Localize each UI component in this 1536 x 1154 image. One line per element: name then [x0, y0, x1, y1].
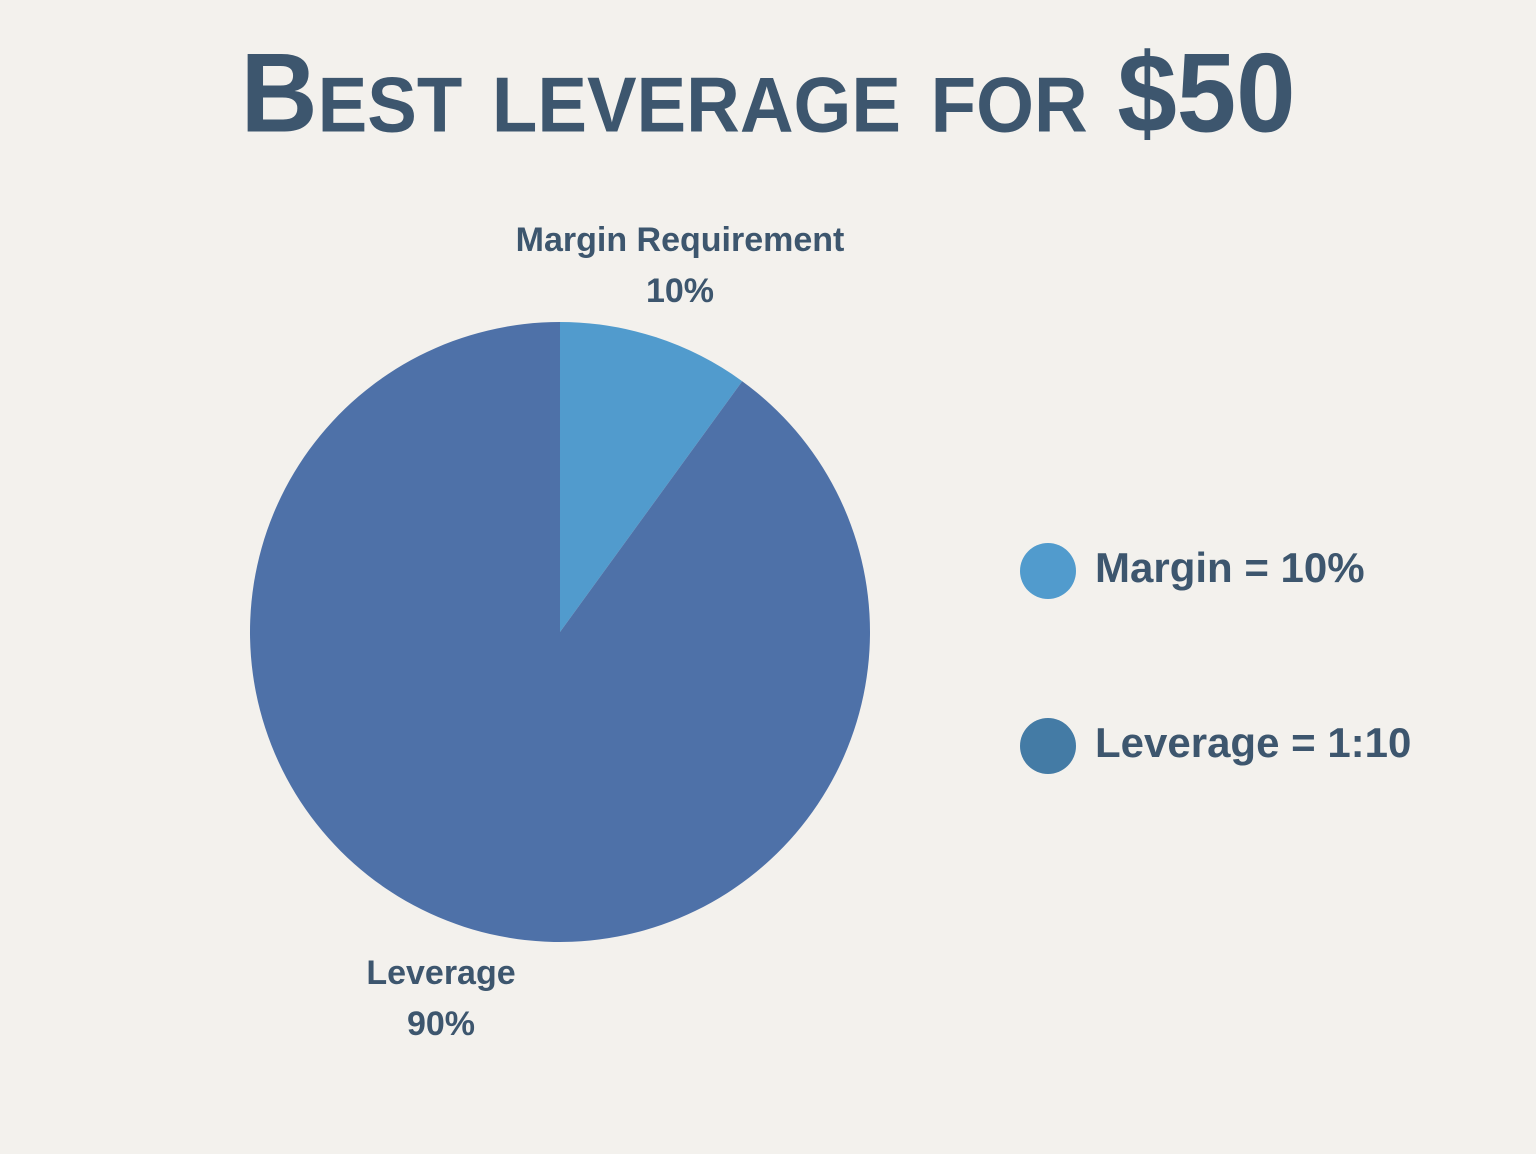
slice-label: Margin Requirement: [516, 221, 845, 259]
legend-label: Leverage = 1:10: [1095, 719, 1411, 766]
pie-slice: [560, 322, 743, 632]
slice-value-label: 90%: [407, 1005, 475, 1043]
pie-slice: [249, 322, 871, 942]
legend-label: Margin = 10%: [1095, 544, 1365, 591]
slice-label: Leverage: [366, 954, 515, 992]
legend-marker: [1020, 718, 1076, 774]
chart-title: Best leverage for $50: [241, 31, 1296, 156]
slice-value-label: 10%: [646, 272, 714, 310]
legend-marker: [1020, 543, 1076, 599]
